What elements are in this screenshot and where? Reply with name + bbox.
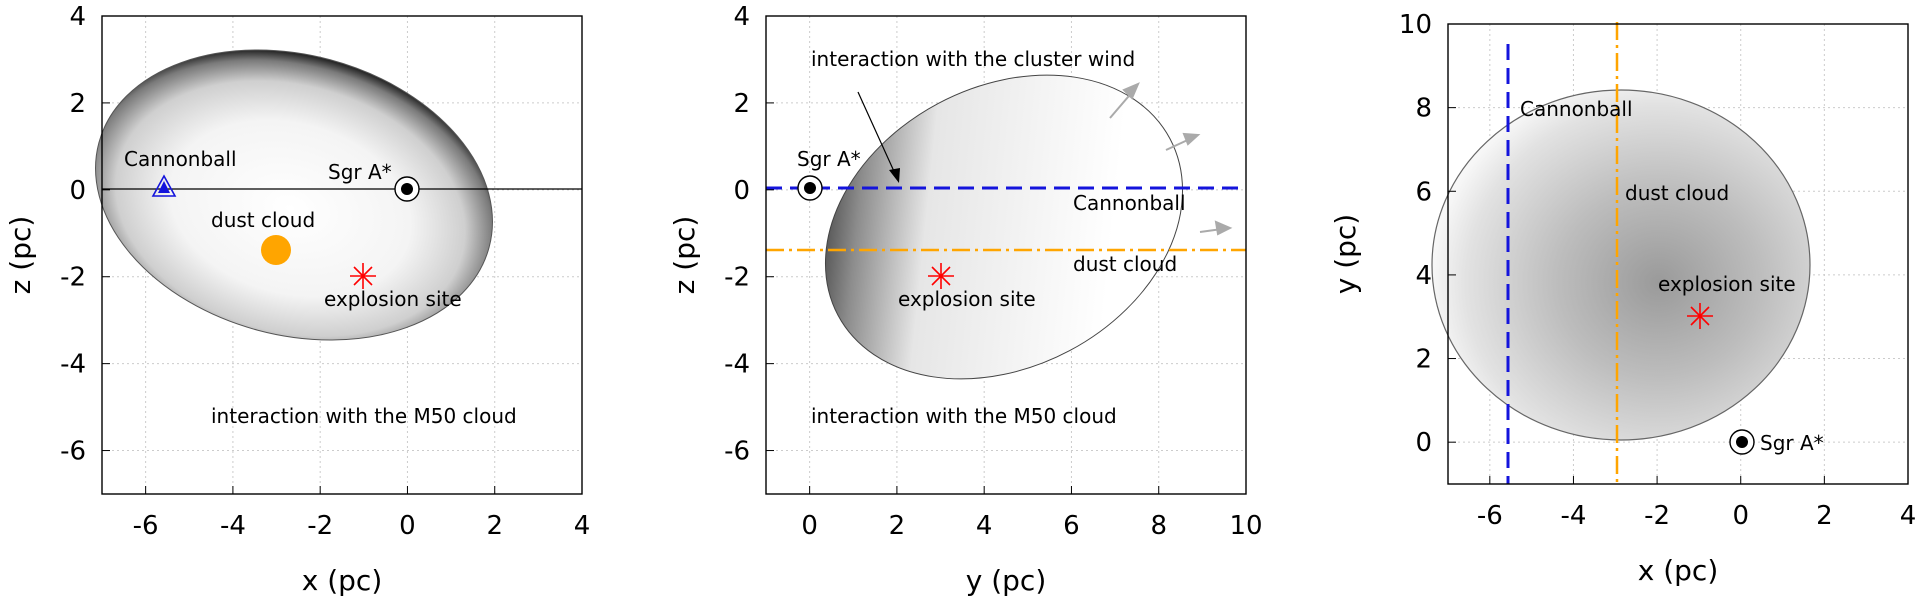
p1-tick-labels: -6 -4 -2 0 2 4 -6 -4 -2 0 2 4: [60, 2, 590, 541]
p3-ytick-label: 6: [1415, 177, 1432, 207]
p3-cannonball-label: Cannonball: [1520, 97, 1633, 121]
p3-xtick-label: 4: [1900, 501, 1917, 531]
p3-sgr-marker: [1729, 429, 1755, 455]
p3-ytick-label: 0: [1415, 428, 1432, 458]
p1-xtick-label: 2: [486, 511, 503, 541]
p3-ytick-label: 10: [1399, 10, 1432, 40]
p3-remnant-shell: [1431, 89, 1811, 441]
p3-explosion-marker: [1687, 303, 1713, 329]
p1-remnant-shell: [95, 49, 493, 341]
p2-xtick-label: 4: [976, 511, 993, 541]
panel-yz: 0 2 4 6 8 10 -6 -4 -2 0 2 4 interaction with the cl…: [668, 2, 1263, 597]
p1-xtick-label: -2: [307, 511, 333, 541]
p2-ytick-label: -4: [724, 350, 750, 380]
p1-cannonball-marker: [151, 174, 177, 197]
panel-xy: -6 -4 -2 0 2 4 0 2 4 6 8 10 Cannonball dust cloud e…: [1329, 10, 1916, 587]
p2-ytick-label: 4: [733, 2, 750, 32]
p2-xtick-label: 0: [801, 511, 818, 541]
p1-xtick-label: -6: [133, 511, 159, 541]
p3-ytick-label: 2: [1415, 345, 1432, 375]
p1-ytick-label: 2: [69, 89, 86, 119]
p3-xtick-label: 0: [1732, 501, 1749, 531]
p2-sgr-marker: [797, 175, 823, 201]
p2-explosion-label: explosion site: [898, 287, 1036, 311]
p2-dust-label: dust cloud: [1073, 252, 1177, 276]
p3-plot-frame: [1447, 23, 1909, 485]
p1-explosion-marker: [350, 263, 376, 289]
panel-xz: -6 -4 -2 0 2 4 -6 -4 -2 0 2 4 Cannonball Sgr A* dus…: [4, 2, 590, 597]
p1-plot-frame: [101, 15, 583, 495]
p1-sgr-marker: [394, 176, 420, 202]
p3-xtick-label: -2: [1644, 501, 1670, 531]
p3-ytick-label: 8: [1415, 94, 1432, 124]
p1-ytick-label: 4: [69, 2, 86, 32]
p2-ytick-label: 2: [733, 89, 750, 119]
p3-explosion-label: explosion site: [1658, 272, 1796, 296]
p2-tick-labels: 0 2 4 6 8 10 -6 -4 -2 0 2 4: [724, 2, 1262, 541]
p1-m50-label: interaction with the M50 cloud: [211, 404, 517, 428]
p2-wind-pointer: [857, 91, 900, 183]
p1-explosion-label: explosion site: [324, 287, 462, 311]
p2-outflow-arrows: [1109, 82, 1233, 236]
p3-xlabel: x (pc): [1638, 554, 1719, 587]
p3-ytick-label: 4: [1415, 261, 1432, 291]
p3-sgr-label: Sgr A*: [1760, 431, 1824, 455]
p2-plot-frame: [765, 15, 1247, 495]
p2-ytick-label: 0: [733, 176, 750, 206]
p3-tick-labels: -6 -4 -2 0 2 4 0 2 4 6 8 10: [1399, 10, 1916, 531]
p2-xtick-label: 10: [1229, 511, 1262, 541]
p3-ylabel: y (pc): [1329, 214, 1362, 295]
p3-xtick-label: -4: [1560, 501, 1586, 531]
p1-ytick-label: 0: [69, 176, 86, 206]
p2-ylabel: z (pc): [668, 216, 701, 295]
p1-ytick-label: -2: [60, 263, 86, 293]
p1-xtick-label: 0: [399, 511, 416, 541]
p2-cannonball-label: Cannonball: [1073, 191, 1186, 215]
p2-xtick-label: 6: [1063, 511, 1080, 541]
p1-ylabel: z (pc): [4, 216, 37, 295]
p2-explosion-marker: [928, 263, 954, 289]
p1-cannonball-label: Cannonball: [124, 147, 237, 171]
p3-xtick-label: 2: [1816, 501, 1833, 531]
p2-ytick-label: -2: [724, 263, 750, 293]
p2-m50-label: interaction with the M50 cloud: [811, 404, 1117, 428]
p1-dust-marker: [261, 235, 291, 265]
p1-dust-label: dust cloud: [211, 208, 315, 232]
p1-ytick-label: -6: [60, 437, 86, 467]
p1-xtick-label: 4: [574, 511, 591, 541]
p2-wind-label: interaction with the cluster wind: [811, 47, 1135, 71]
p1-ytick-label: -4: [60, 350, 86, 380]
p1-xlabel: x (pc): [302, 564, 383, 597]
p2-remnant-shell: [824, 74, 1184, 380]
p2-xtick-label: 8: [1150, 511, 1167, 541]
p2-xlabel: y (pc): [966, 564, 1047, 597]
p3-xtick-label: -6: [1477, 501, 1503, 531]
p2-ytick-label: -6: [724, 437, 750, 467]
p2-xtick-label: 2: [889, 511, 906, 541]
p2-sgr-label: Sgr A*: [797, 147, 861, 171]
p1-sgr-label: Sgr A*: [328, 160, 392, 184]
p1-xtick-label: -4: [220, 511, 246, 541]
p3-dust-label: dust cloud: [1625, 181, 1729, 205]
